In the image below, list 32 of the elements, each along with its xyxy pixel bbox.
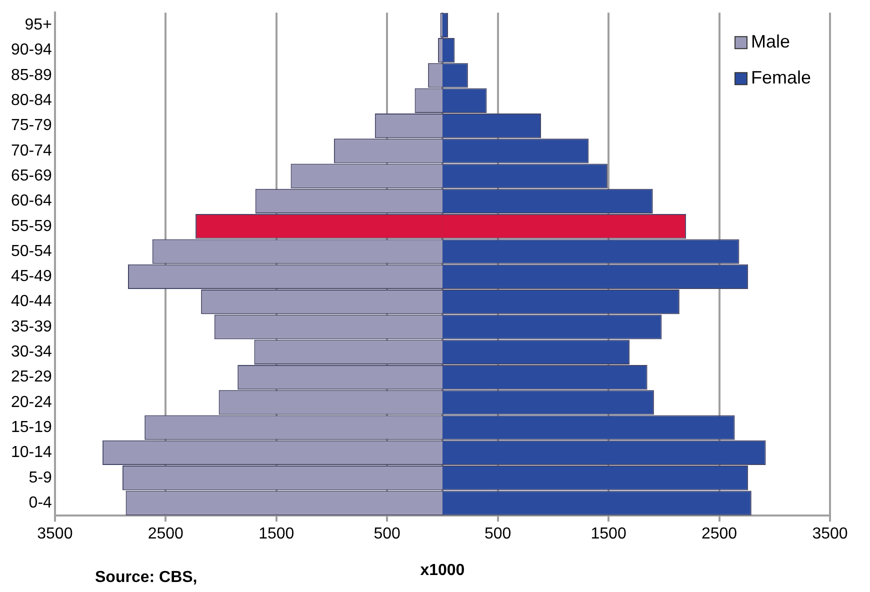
y-tick-label: 40-44 [11, 293, 52, 310]
source-note: Source: CBS, [95, 569, 198, 586]
y-tick-label: 65-69 [11, 167, 52, 184]
y-tick-label: 45-49 [11, 268, 52, 286]
y-tick-label: 15-19 [11, 418, 52, 436]
x-tick-label: 500 [374, 526, 401, 543]
y-tick-label: 85-89 [11, 66, 52, 84]
y-tick-label: 20-24 [11, 394, 52, 411]
y-tick-label: 0-4 [28, 494, 52, 512]
y-tick-label: 35-39 [11, 318, 52, 336]
x-tick-label: 2500 [701, 526, 738, 543]
x-tick-label: 1500 [258, 526, 294, 543]
y-tick-label: 55-59 [11, 218, 52, 235]
y-tick-label: 5-9 [28, 469, 52, 486]
x-tick-label: 1500 [590, 526, 626, 543]
legend-label: Female [751, 68, 812, 88]
legend-label: Male [751, 32, 790, 52]
y-tick-label: 60-64 [11, 192, 52, 210]
y-tick-label: 25-29 [11, 368, 52, 386]
x-axis-title: x1000 [420, 562, 465, 579]
y-tick-label: 30-34 [11, 344, 52, 361]
y-tick-label: 80-84 [11, 92, 52, 110]
x-tick-label: 3500 [37, 526, 73, 543]
x-tick-label: 3500 [812, 526, 848, 543]
x-tick-label: 2500 [148, 526, 184, 543]
x-tick-label: 500 [484, 526, 512, 543]
y-tick-label: 50-54 [11, 242, 52, 260]
y-tick-label: 95+ [24, 16, 52, 34]
y-tick-label: 90-94 [11, 42, 52, 59]
y-tick-label: 70-74 [11, 142, 52, 160]
y-tick-label: 75-79 [11, 117, 52, 134]
y-tick-label: 10-14 [11, 444, 52, 462]
